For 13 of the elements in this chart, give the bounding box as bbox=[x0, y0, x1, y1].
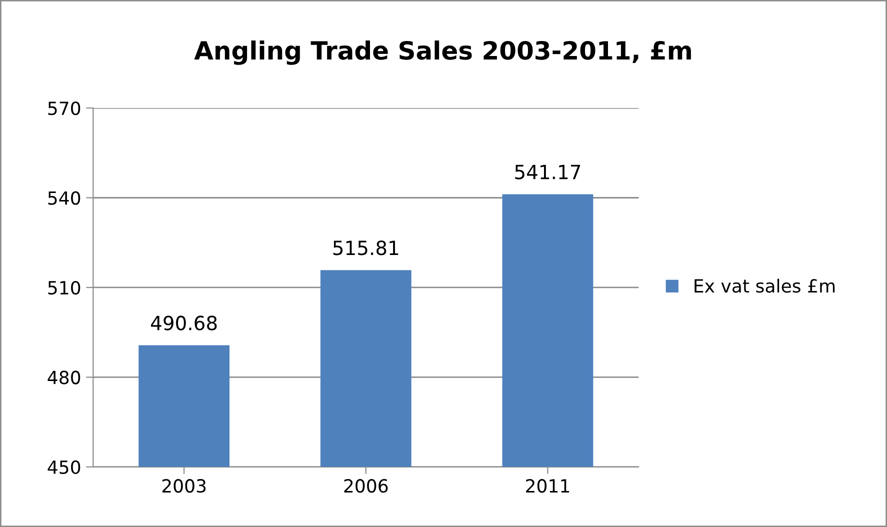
y-tick-label: 540 bbox=[48, 191, 80, 205]
x-tick-label: 2003 bbox=[162, 479, 206, 493]
legend-label: Ex vat sales £m bbox=[694, 278, 835, 293]
data-label: 490.68 bbox=[150, 316, 217, 330]
y-tick-label: 570 bbox=[48, 101, 80, 116]
data-label: 515.81 bbox=[333, 240, 398, 256]
data-label: 541.17 bbox=[515, 164, 580, 180]
y-tick-label: 480 bbox=[48, 370, 80, 384]
y-tick-label: 450 bbox=[48, 460, 80, 474]
y-tick-label: 510 bbox=[48, 280, 80, 295]
chart-title: Angling Trade Sales 2003-2011, £m bbox=[194, 40, 691, 65]
x-tick-label: 2011 bbox=[526, 479, 570, 493]
x-tick-label: 2006 bbox=[344, 479, 388, 493]
